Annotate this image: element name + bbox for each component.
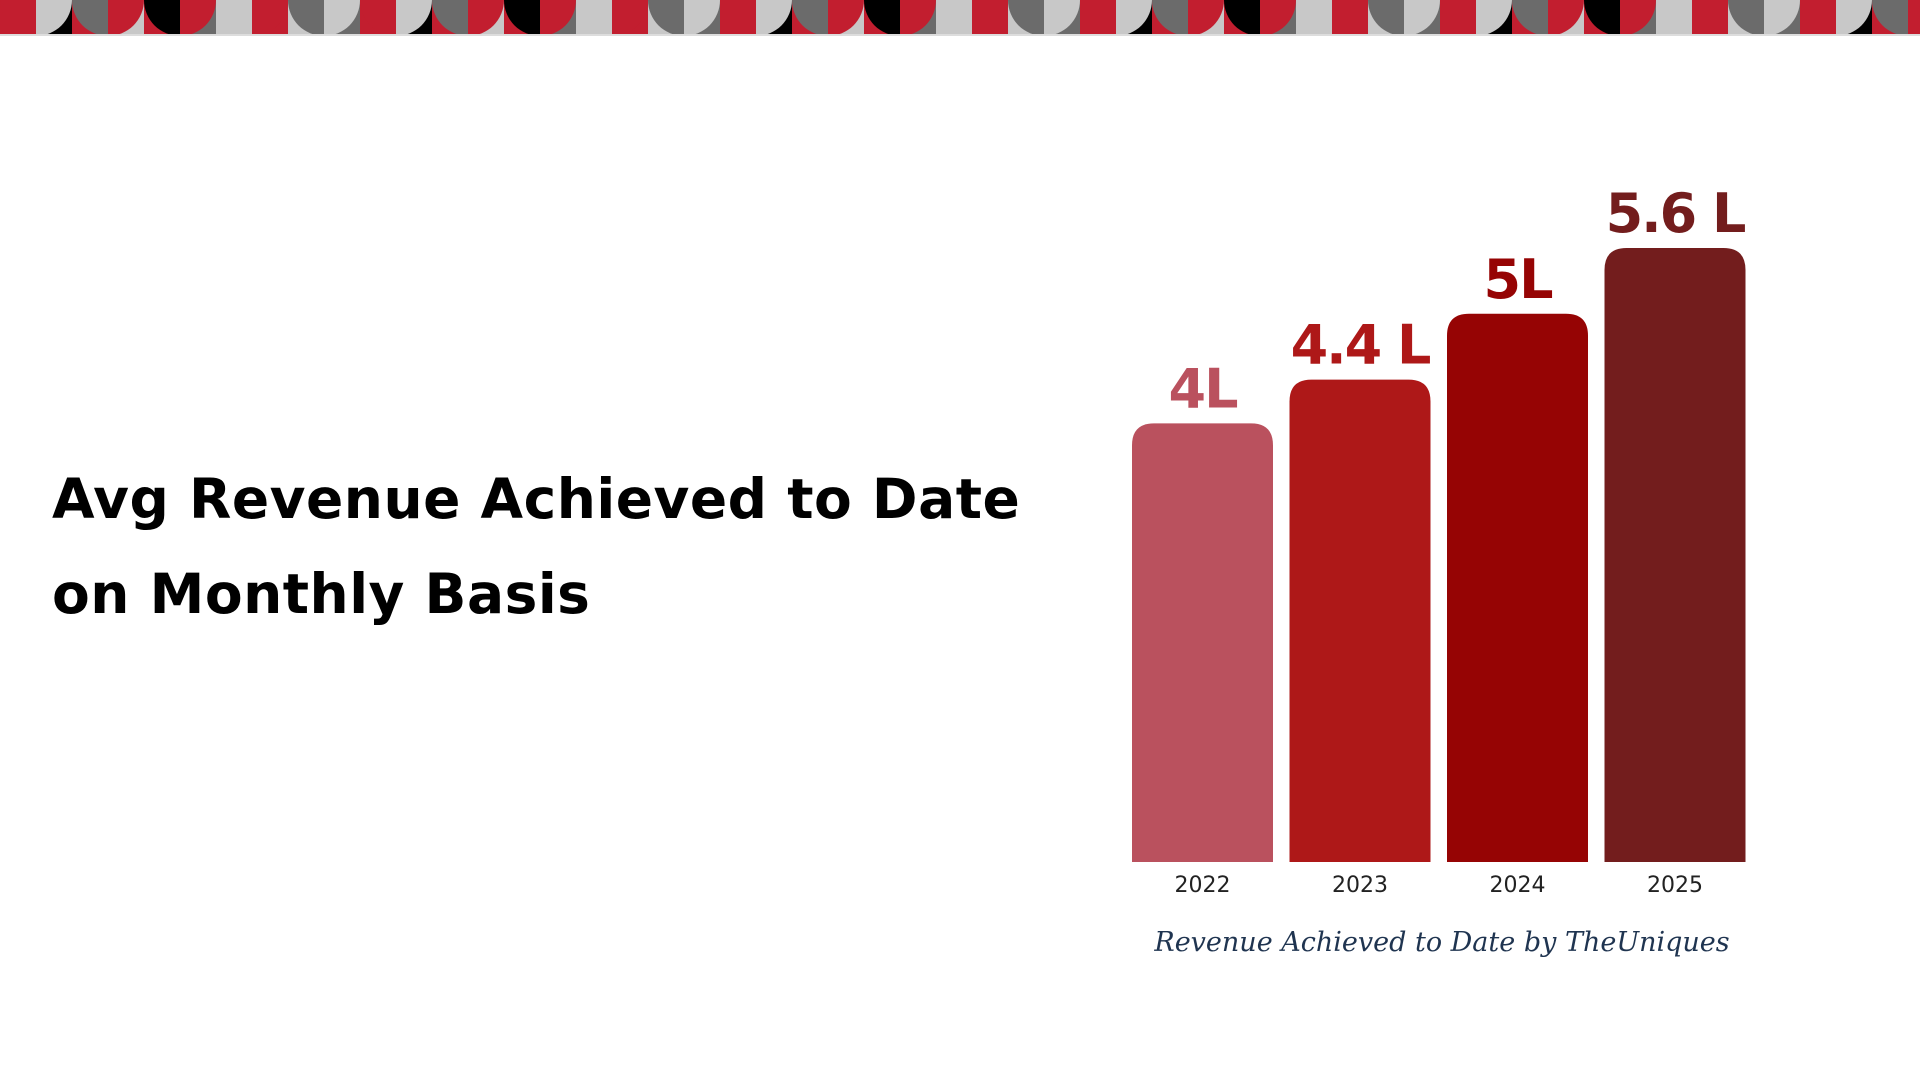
pattern-quarter-circle bbox=[144, 0, 180, 36]
pattern-quarter-circle bbox=[1260, 0, 1296, 36]
data-label-2025: 5.6 L bbox=[1606, 182, 1745, 245]
x-tick-label-2024: 2024 bbox=[1490, 873, 1546, 898]
pattern-quarter-circle bbox=[0, 0, 36, 36]
pattern-quarter-circle bbox=[1152, 0, 1188, 36]
pattern-quarter-circle bbox=[432, 0, 468, 36]
pattern-quarter-circle bbox=[1836, 0, 1872, 36]
page-title: Avg Revenue Achieved to Date on Monthly … bbox=[52, 452, 1021, 642]
data-label-2022: 4L bbox=[1169, 357, 1238, 420]
pattern-quarter-circle bbox=[612, 0, 648, 36]
pattern-quarter-circle bbox=[792, 0, 828, 36]
pattern-quarter-circle bbox=[828, 0, 864, 36]
pattern-quarter-circle bbox=[720, 0, 756, 36]
pattern-baseline bbox=[0, 34, 1920, 36]
pattern-quarter-circle bbox=[1044, 0, 1080, 36]
pattern-quarter-circle bbox=[900, 0, 936, 36]
pattern-quarter-circle bbox=[108, 0, 144, 36]
pattern-quarter-circle bbox=[1476, 0, 1512, 36]
data-label-2023: 4.4 L bbox=[1291, 314, 1430, 377]
pattern-quarter-circle bbox=[324, 0, 360, 36]
chart-caption: Revenue Achieved to Date by TheUniques bbox=[1153, 927, 1729, 958]
pattern-quarter-circle bbox=[1404, 0, 1440, 36]
pattern-quarter-circle bbox=[648, 0, 684, 36]
pattern-quarter-circle bbox=[1440, 0, 1476, 36]
bar-2023 bbox=[1289, 379, 1431, 862]
pattern-quarter-circle bbox=[1332, 0, 1368, 36]
x-tick-label-2023: 2023 bbox=[1332, 873, 1388, 898]
pattern-quarter-circle bbox=[1116, 0, 1152, 36]
pattern-quarter-circle bbox=[1008, 0, 1044, 36]
pattern-quarter-circle bbox=[756, 0, 792, 36]
pattern-quarter-circle bbox=[504, 0, 540, 36]
pattern-quarter-circle bbox=[1908, 0, 1920, 36]
pattern-quarter-circle bbox=[216, 0, 252, 36]
pattern-quarter-circle bbox=[1764, 0, 1800, 36]
pattern-quarter-circle bbox=[1368, 0, 1404, 36]
data-label-2024: 5L bbox=[1484, 248, 1553, 311]
pattern-quarter-circle bbox=[576, 0, 612, 36]
pattern-quarter-circle bbox=[1296, 0, 1332, 36]
pattern-quarter-circle bbox=[972, 0, 1008, 36]
page-title-line-2: on Monthly Basis bbox=[52, 562, 591, 626]
page-title-line-1: Avg Revenue Achieved to Date bbox=[52, 467, 1021, 531]
pattern-quarter-circle bbox=[1584, 0, 1620, 36]
pattern-quarter-circle bbox=[1224, 0, 1260, 36]
pattern-quarter-circle bbox=[1512, 0, 1548, 36]
pattern-quarter-circle bbox=[1800, 0, 1836, 36]
pattern-quarter-circle bbox=[36, 0, 72, 36]
x-tick-label-2025: 2025 bbox=[1647, 873, 1703, 898]
pattern-quarter-circle bbox=[1080, 0, 1116, 36]
pattern-quarter-circle bbox=[1548, 0, 1584, 36]
pattern-quarter-circle bbox=[180, 0, 216, 36]
pattern-quarter-circle bbox=[864, 0, 900, 36]
pattern-quarter-circle bbox=[1872, 0, 1908, 36]
pattern-quarter-circle bbox=[468, 0, 504, 36]
pattern-quarter-circle bbox=[936, 0, 972, 36]
pattern-quarter-circle bbox=[1692, 0, 1728, 36]
pattern-quarter-circle bbox=[288, 0, 324, 36]
pattern-quarter-circle bbox=[684, 0, 720, 36]
pattern-quarter-circle bbox=[252, 0, 288, 36]
decorative-pattern-border bbox=[0, 0, 1920, 36]
pattern-quarter-circle bbox=[360, 0, 396, 36]
pattern-quarter-circle bbox=[1188, 0, 1224, 36]
pattern-quarter-circle bbox=[540, 0, 576, 36]
pattern-quarter-circle bbox=[1728, 0, 1764, 36]
pattern-quarter-circle bbox=[72, 0, 108, 36]
bar-2022 bbox=[1132, 423, 1273, 862]
bar-2024 bbox=[1447, 313, 1588, 862]
pattern-quarter-circle bbox=[1620, 0, 1656, 36]
x-tick-label-2022: 2022 bbox=[1175, 873, 1231, 898]
bar-2025 bbox=[1604, 248, 1746, 862]
pattern-quarter-circle bbox=[396, 0, 432, 36]
pattern-quarter-circle bbox=[1656, 0, 1692, 36]
